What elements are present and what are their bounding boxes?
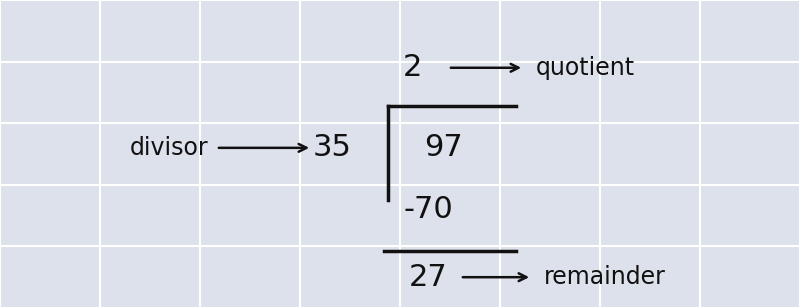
Text: 27: 27 xyxy=(409,263,447,292)
Text: 97: 97 xyxy=(425,133,463,162)
Text: divisor: divisor xyxy=(130,136,208,160)
Text: quotient: quotient xyxy=(536,56,635,80)
Text: remainder: remainder xyxy=(544,265,666,289)
Text: 35: 35 xyxy=(313,133,351,162)
Text: -70: -70 xyxy=(403,195,453,224)
Text: 2: 2 xyxy=(402,53,422,82)
